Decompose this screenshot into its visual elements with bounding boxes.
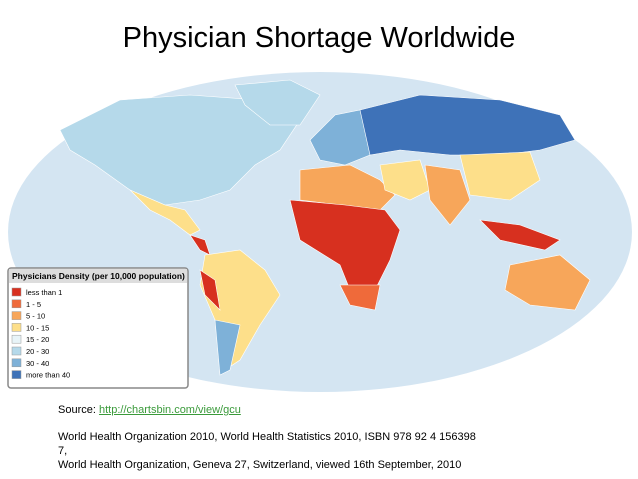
legend-label: 1 - 5 [26, 300, 41, 309]
legend-swatch [11, 370, 22, 379]
region [129, 189, 201, 236]
region [59, 94, 301, 206]
region [459, 151, 541, 201]
region [234, 79, 321, 126]
region [339, 284, 381, 311]
region [379, 159, 431, 201]
legend-label: 30 - 40 [26, 359, 49, 368]
region [299, 164, 396, 211]
reference: 7, [58, 445, 68, 457]
legend-label: 5 - 10 [26, 312, 45, 321]
legend-swatch [11, 334, 22, 344]
legend-label: 10 - 15 [26, 323, 49, 332]
legend-label: more than 40 [26, 371, 70, 380]
region [479, 219, 561, 251]
legend-swatch [11, 311, 22, 320]
legend-label: less than 1 [26, 288, 62, 297]
legend-title: Physicians Density (per 10,000 populatio… [12, 271, 185, 281]
region [359, 94, 576, 156]
legend-swatch [11, 323, 22, 332]
legend-swatch [11, 346, 22, 356]
source-link[interactable]: http://chartsbin.com/view/gcu [98, 404, 241, 416]
legend-swatch [11, 299, 22, 309]
legend-label: 15 - 20 [26, 335, 49, 344]
region [504, 254, 591, 311]
title: Physician Shortage Worldwide [122, 22, 516, 54]
source-label: Source: [58, 404, 96, 416]
source: Source: http://chartsbin.com/view/gcu [58, 404, 241, 416]
region [199, 269, 221, 311]
world-map: Physicians Density (per 10,000 populatio… [7, 72, 632, 392]
reference: World Health Organization 2010, World He… [58, 431, 476, 443]
legend-swatch [11, 287, 22, 297]
regions [59, 79, 591, 376]
legend-label: 20 - 30 [26, 347, 49, 356]
legend-swatch [11, 358, 22, 368]
legend-box [7, 267, 189, 389]
legend-header [9, 269, 187, 283]
region [424, 164, 471, 226]
region [289, 199, 401, 291]
region [214, 319, 241, 376]
legend: Physicians Density (per 10,000 populatio… [7, 267, 189, 389]
reference: World Health Organization, Geneva 27, Sw… [58, 459, 462, 471]
